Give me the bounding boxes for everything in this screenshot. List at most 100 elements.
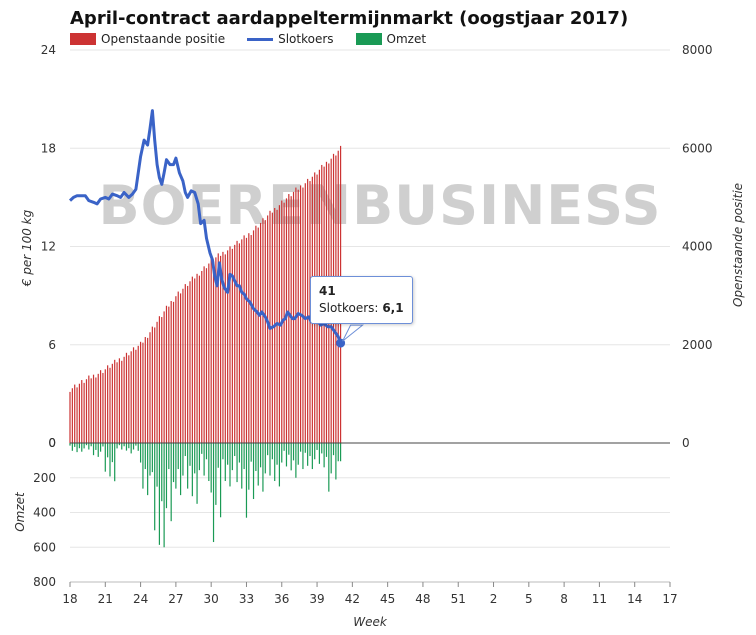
x-tick-label: 30 [204, 592, 219, 606]
volume-bar [83, 443, 85, 449]
volume-bar [337, 443, 339, 462]
volume-bar [139, 443, 142, 463]
x-tick-label: 36 [274, 592, 289, 606]
y-axis-label-volume: Omzet [13, 491, 27, 532]
volume-bar [154, 443, 156, 531]
volume-bar [318, 443, 321, 464]
open-position-bar [201, 270, 203, 443]
open-position-bar [81, 380, 83, 443]
open-position-bar [259, 222, 262, 443]
open-position-bar [208, 263, 210, 443]
open-position-bar [229, 246, 231, 443]
volume-bar [332, 443, 335, 456]
volume-bar [278, 443, 281, 487]
open-position-bar [125, 352, 128, 443]
open-position-bar [172, 301, 175, 443]
volume-bar [85, 443, 88, 446]
x-tick-label: 18 [62, 592, 77, 606]
open-position-bar [297, 189, 299, 443]
volume-bar [116, 443, 118, 449]
volume-bar [132, 443, 135, 450]
open-position-bar [149, 332, 151, 443]
x-tick-label: 21 [98, 592, 113, 606]
open-position-bar [76, 387, 78, 443]
x-tick-label: 11 [592, 592, 607, 606]
open-position-bar [142, 342, 144, 443]
volume-bar [187, 443, 189, 489]
open-position-bar [290, 196, 292, 443]
volume-bar [161, 443, 163, 502]
volume-bar [257, 443, 259, 486]
open-position-bar [121, 360, 123, 443]
volume-bar [109, 443, 111, 477]
volume-bar [205, 443, 208, 460]
volume-bar [309, 443, 311, 457]
open-position-bar [245, 237, 248, 443]
open-position-bar [231, 248, 233, 443]
open-position-bar [78, 383, 81, 443]
volume-bar [250, 443, 252, 462]
open-position-bar [114, 359, 116, 443]
volume-bar [201, 443, 203, 454]
legend-swatch-close [247, 37, 274, 41]
open-position-bar [83, 382, 85, 443]
volume-bar [88, 443, 90, 450]
volume-bar [210, 443, 212, 493]
volume-bar [316, 443, 318, 450]
volume-tick-label: 0 [48, 436, 56, 450]
open-position-bar [123, 356, 125, 443]
volume-bar [172, 443, 175, 483]
open-tick-label: 0 [682, 436, 690, 450]
open-position-bar [238, 243, 241, 443]
open-position-bar [288, 194, 290, 443]
open-position-bar [236, 240, 238, 443]
open-position-bar [276, 209, 278, 443]
legend-item-slotkoers[interactable]: Slotkoers [247, 32, 334, 46]
volume-bar [198, 443, 201, 471]
open-position-bar [71, 388, 73, 443]
volume-bar [102, 443, 104, 447]
open-position-bar [257, 227, 259, 443]
volume-bar [330, 443, 332, 474]
volume-bar [234, 443, 236, 457]
volume-bar [283, 443, 285, 451]
volume-bar [243, 443, 245, 470]
x-tick-label: 17 [662, 592, 677, 606]
legend-swatch-volume [355, 33, 382, 45]
volume-bar [302, 443, 304, 470]
open-position-bar [212, 261, 215, 443]
volume-bars [69, 443, 342, 548]
open-position-bar [250, 235, 252, 443]
legend: Openstaande positie Slotkoers Omzet [70, 32, 426, 46]
legend-item-openstaande-positie[interactable]: Openstaande positie [70, 32, 225, 46]
open-position-bar [118, 358, 121, 443]
open-position-bar [158, 316, 161, 443]
volume-bar [271, 443, 273, 460]
volume-bar [229, 443, 231, 487]
volume-bar [107, 443, 109, 458]
volume-bar [328, 443, 330, 492]
open-position-bar [139, 341, 142, 443]
volume-bar [69, 443, 71, 446]
volume-bar [184, 443, 186, 457]
volume-bar [111, 443, 113, 463]
legend-item-omzet[interactable]: Omzet [355, 32, 426, 46]
legend-label-open: Openstaande positie [101, 32, 226, 46]
volume-tick-label: 200 [33, 471, 56, 485]
open-position-bar [198, 275, 201, 443]
open-position-bar [111, 363, 113, 443]
open-position-bar [307, 178, 309, 444]
open-position-bar [224, 254, 226, 443]
open-position-bar [179, 293, 182, 443]
tooltip-pointer [342, 324, 365, 342]
open-position-bar [109, 367, 111, 443]
open-position-bar [264, 220, 266, 443]
volume-tick-label: 400 [33, 506, 56, 520]
volume-bar [269, 443, 271, 476]
volume-bar [241, 443, 243, 489]
open-position-bar [243, 235, 245, 443]
volume-bar [208, 443, 210, 482]
price-tick-label: 24 [41, 43, 56, 57]
open-position-bar [147, 337, 149, 443]
open-tick-label: 8000 [682, 43, 713, 57]
